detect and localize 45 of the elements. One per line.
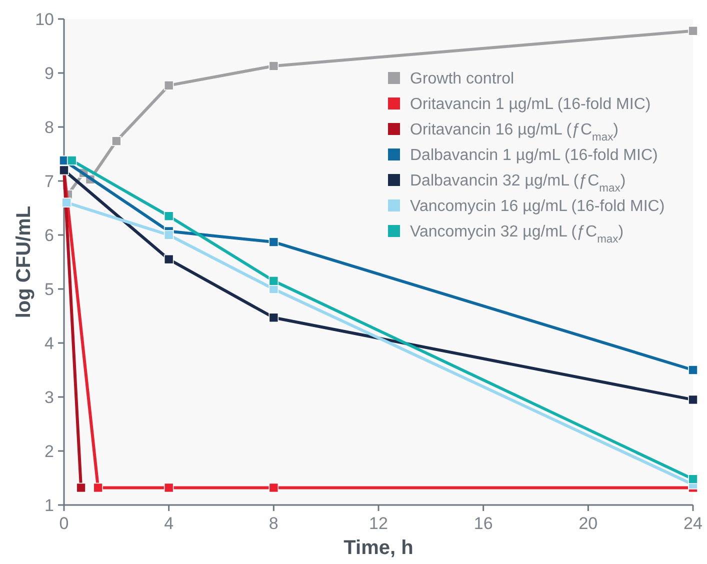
- y-tick-label: 3: [44, 388, 54, 407]
- legend-label: Vancomycin 32 µg/mL (ƒC$_{max}$): [410, 224, 624, 246]
- y-tick-label: 2: [44, 442, 54, 461]
- point: [688, 394, 698, 405]
- x-tick-label: 24: [684, 514, 702, 533]
- point: [112, 136, 122, 146]
- point: [164, 211, 174, 221]
- legend-label: Growth control: [410, 70, 514, 88]
- point: [268, 61, 279, 71]
- legend-label: Dalbavancin 32 µg/mL (ƒC$_{max}$): [410, 172, 626, 195]
- point: [164, 80, 174, 90]
- point: [688, 365, 698, 375]
- point: [164, 482, 174, 493]
- point: [688, 474, 698, 484]
- y-tick-label: 8: [44, 118, 54, 137]
- point: [688, 26, 698, 36]
- y-tick-label: 6: [44, 226, 54, 245]
- legend-label: Vancomycin 16 µg/mL (16-fold MIC): [410, 198, 665, 216]
- legend-label: Oritavancin 16 µg/mL (ƒC$_{max}$): [410, 122, 618, 144]
- x-tick-label: 8: [268, 514, 278, 533]
- x-tick-label: 4: [164, 514, 174, 533]
- x-tick-label: 12: [369, 514, 388, 533]
- x-tick-label: 20: [578, 514, 598, 533]
- point: [62, 198, 72, 208]
- point: [268, 276, 279, 286]
- point: [164, 254, 174, 264]
- legend-label: Oritavancin 1 µg/mL (16-fold MIC): [410, 96, 651, 114]
- y-tick-label: 1: [44, 496, 54, 515]
- point: [66, 156, 77, 166]
- point: [268, 312, 279, 323]
- x-tick-label: 16: [474, 514, 493, 533]
- y-axis-title: log CFU/mL: [13, 206, 35, 318]
- point: [93, 482, 103, 493]
- x-tick-label: 0: [59, 514, 69, 533]
- point: [164, 230, 174, 240]
- y-tick-label: 7: [44, 172, 54, 191]
- y-tick-label: 5: [44, 280, 54, 299]
- point: [76, 482, 86, 493]
- x-axis-title: Time, h: [344, 537, 414, 559]
- y-tick-label: 9: [44, 64, 54, 83]
- point: [268, 237, 279, 247]
- point: [268, 482, 279, 493]
- legend-label: Dalbavancin 1 µg/mL (16-fold MIC): [410, 147, 658, 164]
- y-tick-label: 4: [44, 334, 54, 353]
- y-tick-label: 10: [35, 10, 54, 29]
